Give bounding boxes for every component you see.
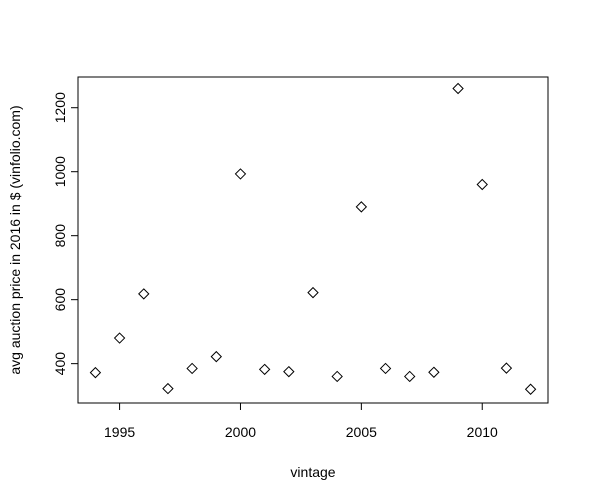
- data-point: [89, 366, 102, 379]
- y-axis-label: avg auction price in 2016 in $ (vinfolio…: [7, 105, 23, 374]
- y-tick-label: 400: [52, 352, 68, 376]
- data-point: [500, 362, 513, 374]
- y-tick-label: 1000: [52, 156, 68, 187]
- data-point: [355, 201, 368, 213]
- data-point: [186, 362, 198, 375]
- data-points: [89, 82, 537, 395]
- data-point: [524, 383, 537, 395]
- x-tick-label: 2000: [225, 424, 256, 440]
- data-point: [113, 332, 126, 344]
- y-axis: 400 600 800 1000 1200: [52, 92, 79, 376]
- x-tick-label: 2010: [467, 424, 498, 440]
- data-point: [476, 178, 488, 191]
- x-tick-label: 1995: [104, 424, 135, 440]
- y-tick-label: 1200: [52, 92, 68, 123]
- data-point: [138, 288, 150, 300]
- x-axis: 1995 2000 2005 2010: [104, 402, 498, 440]
- y-tick-label: 600: [52, 288, 68, 312]
- data-point: [210, 350, 222, 363]
- data-point: [452, 82, 464, 95]
- data-point: [234, 168, 247, 180]
- data-point: [283, 365, 295, 378]
- x-axis-label: vintage: [290, 464, 335, 480]
- plot-frame: [77, 76, 549, 404]
- x-tick-label: 2005: [346, 424, 377, 440]
- data-point: [307, 286, 319, 299]
- data-point: [404, 370, 416, 383]
- data-point: [258, 363, 271, 376]
- data-point: [162, 382, 174, 395]
- y-tick-label: 800: [52, 224, 68, 248]
- data-point: [331, 370, 343, 383]
- data-point: [428, 366, 440, 378]
- data-point: [379, 362, 392, 375]
